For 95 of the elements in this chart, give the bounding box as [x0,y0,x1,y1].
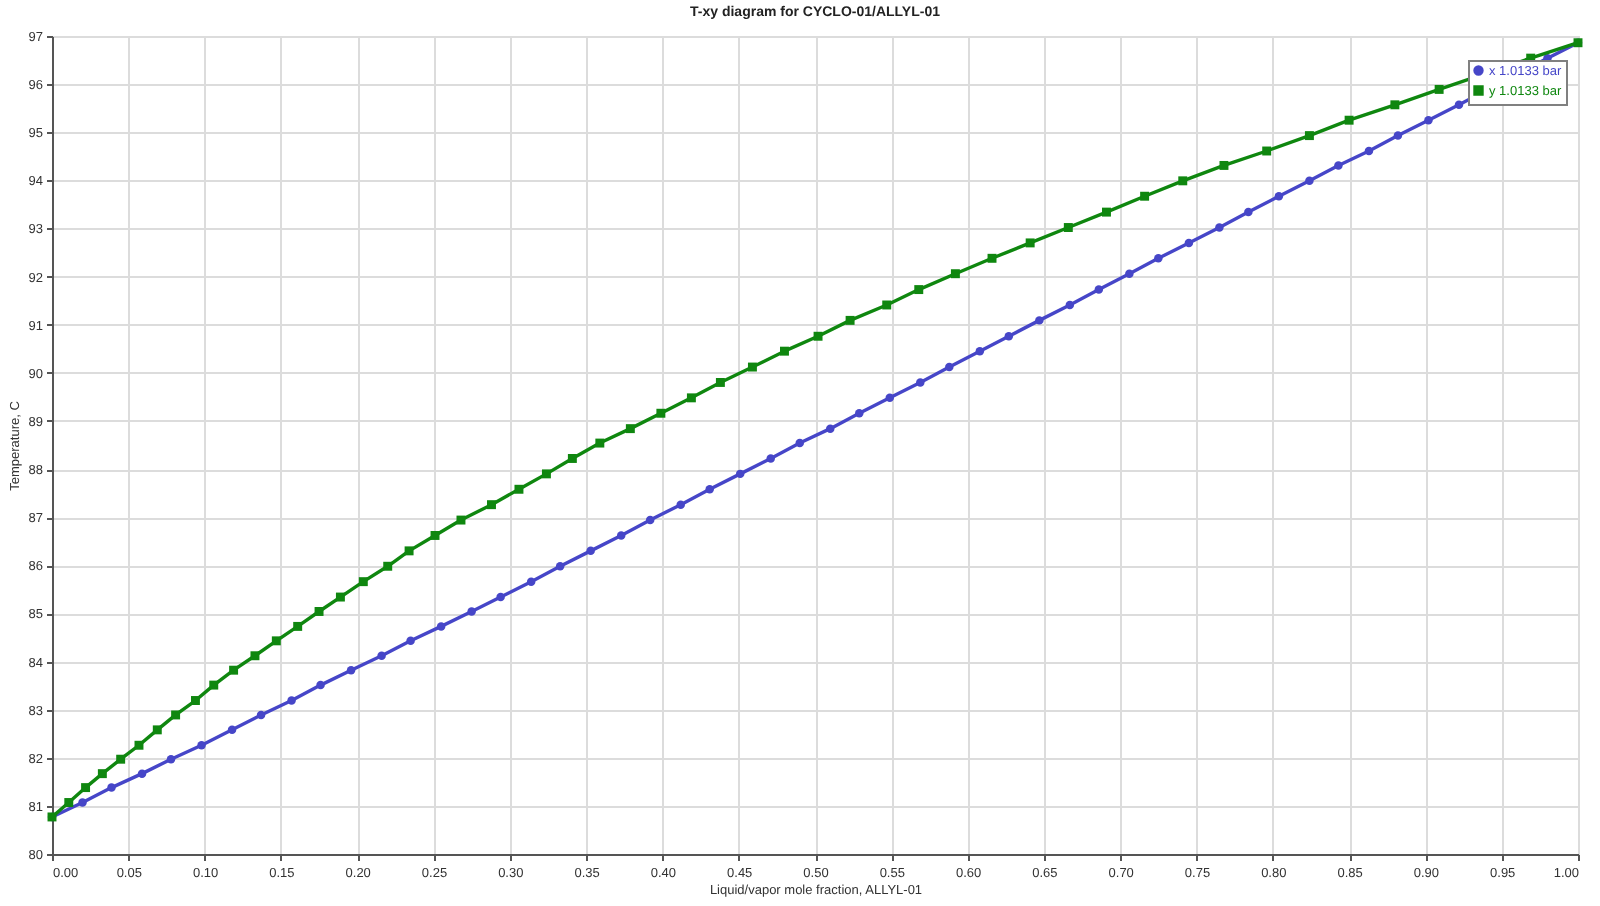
point [747,362,757,372]
point [514,484,524,494]
point [975,346,985,356]
point [526,577,536,586]
point [616,531,626,540]
point [430,530,440,540]
point [116,754,126,764]
point [705,485,714,494]
point [1025,238,1035,248]
point [885,393,895,403]
point [137,769,147,778]
point [916,378,925,387]
point [987,253,997,263]
point [595,438,605,448]
point [1004,332,1014,341]
point [1184,238,1194,248]
point [1065,300,1075,310]
point [496,592,505,602]
point [316,680,325,690]
point [586,546,595,556]
point [456,515,466,525]
point [914,285,924,295]
point [1344,115,1354,125]
point [171,710,181,720]
point [645,515,655,525]
point [735,469,745,479]
point [1215,223,1224,232]
point [676,500,685,509]
point [190,696,200,705]
point [1219,160,1229,170]
point [256,710,266,720]
point [567,454,577,463]
point [166,754,176,764]
point [250,651,260,661]
point [625,424,635,434]
point [845,315,855,325]
point [1125,269,1134,278]
point [358,577,368,587]
point [686,393,696,403]
point [229,665,239,675]
point [1101,207,1111,217]
point [1334,161,1343,170]
point [64,798,74,807]
point [1364,146,1374,156]
point [227,725,237,735]
point [1424,115,1433,125]
point [1178,176,1188,186]
point [271,636,281,646]
point [314,607,324,616]
point [882,300,892,310]
point [945,362,954,372]
point [1244,207,1253,217]
point [1434,84,1444,94]
point [1390,100,1400,110]
point [346,665,356,675]
point [826,424,835,433]
point [795,438,804,448]
point [1305,176,1314,186]
point [1262,146,1272,156]
point [1140,191,1150,201]
point [1094,285,1104,294]
point [293,621,303,631]
point [107,783,116,792]
point [287,696,296,705]
point [1454,100,1464,110]
point [97,769,107,779]
point [404,546,414,556]
point [1063,223,1073,232]
point [1035,316,1044,325]
point [134,740,144,750]
point [950,269,960,279]
point [555,562,565,571]
point [766,454,775,463]
point [1393,131,1403,140]
point [1274,192,1284,201]
point [209,680,219,690]
point [487,500,496,510]
point [467,607,476,616]
point [780,346,789,356]
point [81,783,91,793]
point [656,408,666,418]
point [715,377,725,387]
point [1154,254,1163,263]
point [377,651,386,660]
point [383,561,393,571]
point [813,331,823,341]
point [152,725,162,735]
point [436,622,446,631]
point [197,741,206,750]
point [78,798,87,807]
point [406,636,415,646]
point [1304,131,1314,141]
point [335,592,345,602]
point [541,469,551,479]
point [855,409,864,418]
